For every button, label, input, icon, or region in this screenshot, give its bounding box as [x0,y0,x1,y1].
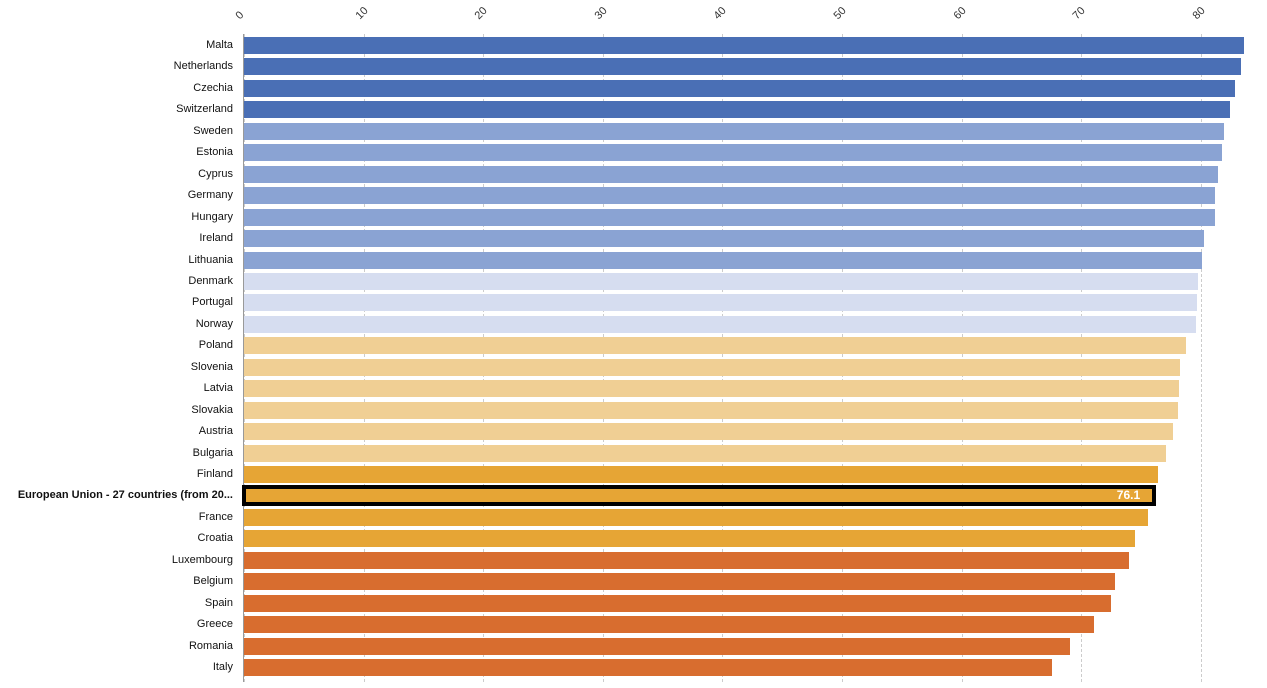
bar[interactable] [244,101,1230,119]
category-label: Spain [204,596,233,609]
bar[interactable] [244,616,1095,634]
category-label: Estonia [196,146,233,159]
bar[interactable] [244,637,1071,655]
x-tick-label: 60 [951,4,969,22]
gridline [602,34,604,682]
gridline [722,34,724,682]
category-label: Ireland [199,232,233,245]
bar[interactable] [244,508,1149,526]
category-label: Netherlands [173,60,233,73]
bar[interactable] [244,208,1216,226]
category-label: Italy [212,661,233,674]
category-label: Switzerland [176,103,233,116]
category-label: France [198,510,233,523]
gridline [1200,34,1202,682]
gridline [1081,34,1083,682]
bar[interactable] [244,358,1181,376]
category-label: Finland [196,468,233,480]
category-label: Belgium [193,575,233,588]
gridline [483,34,485,682]
gridline [363,34,365,682]
x-tick-label: 80 [1190,4,1208,22]
bar[interactable] [244,530,1136,548]
bar[interactable] [244,230,1205,248]
category-label: Luxembourg [171,553,233,566]
category-label: Austria [198,425,233,438]
bar[interactable] [244,380,1180,398]
category-label: Germany [187,189,233,202]
bar[interactable] [244,251,1202,269]
x-tick-label: 20 [472,4,490,22]
bar[interactable] [244,272,1199,290]
category-label: European Union - 27 countries (from 20..… [17,489,233,502]
bar[interactable] [244,79,1236,97]
category-label: Latvia [203,382,233,395]
bar[interactable] [244,466,1158,483]
category-label: Denmark [188,274,233,287]
bar[interactable] [244,315,1197,333]
category-label: Croatia [197,532,233,545]
category-label: Bulgaria [192,446,233,459]
gridline [842,34,843,682]
category-label: Greece [196,618,233,631]
category-label: Sweden [193,124,233,137]
gridline [244,34,245,682]
category-label: Czechia [193,81,233,94]
category-label: Norway [195,317,233,330]
bar[interactable] [244,401,1179,419]
category-label: Slovakia [191,403,233,416]
x-tick-label: 10 [353,4,371,22]
x-tick-label: 0 [233,9,247,22]
category-label: Lithuania [188,253,233,266]
bar[interactable] [244,551,1130,569]
bar[interactable] [244,144,1223,162]
bar[interactable] [244,122,1224,140]
category-label: Malta [206,39,233,51]
bar[interactable] [244,187,1216,205]
x-tick-label: 40 [711,4,730,22]
value-label: 76.1 [1116,488,1141,503]
bar[interactable] [244,444,1167,462]
category-label: Cyprus [198,167,233,180]
bar[interactable] [244,659,1053,677]
y-axis-line [243,34,244,682]
category-label: Slovenia [190,360,233,373]
bar[interactable] [244,573,1115,591]
category-label: Poland [198,339,233,352]
category-label: Hungary [191,210,233,223]
highlighted-bar[interactable]: 76.1 [241,485,1157,507]
x-tick-label: 30 [592,4,610,22]
x-tick-label: 70 [1070,4,1088,22]
bar[interactable] [244,337,1187,355]
gridline [961,34,963,682]
bar[interactable] [244,37,1244,54]
category-label: Romania [188,639,233,652]
x-tick-label: 50 [831,4,849,22]
bar[interactable] [244,58,1242,76]
bar[interactable] [244,294,1198,312]
bar[interactable] [244,165,1218,183]
bar[interactable] [244,423,1174,441]
category-label: Portugal [192,296,233,309]
bar[interactable] [244,594,1112,612]
